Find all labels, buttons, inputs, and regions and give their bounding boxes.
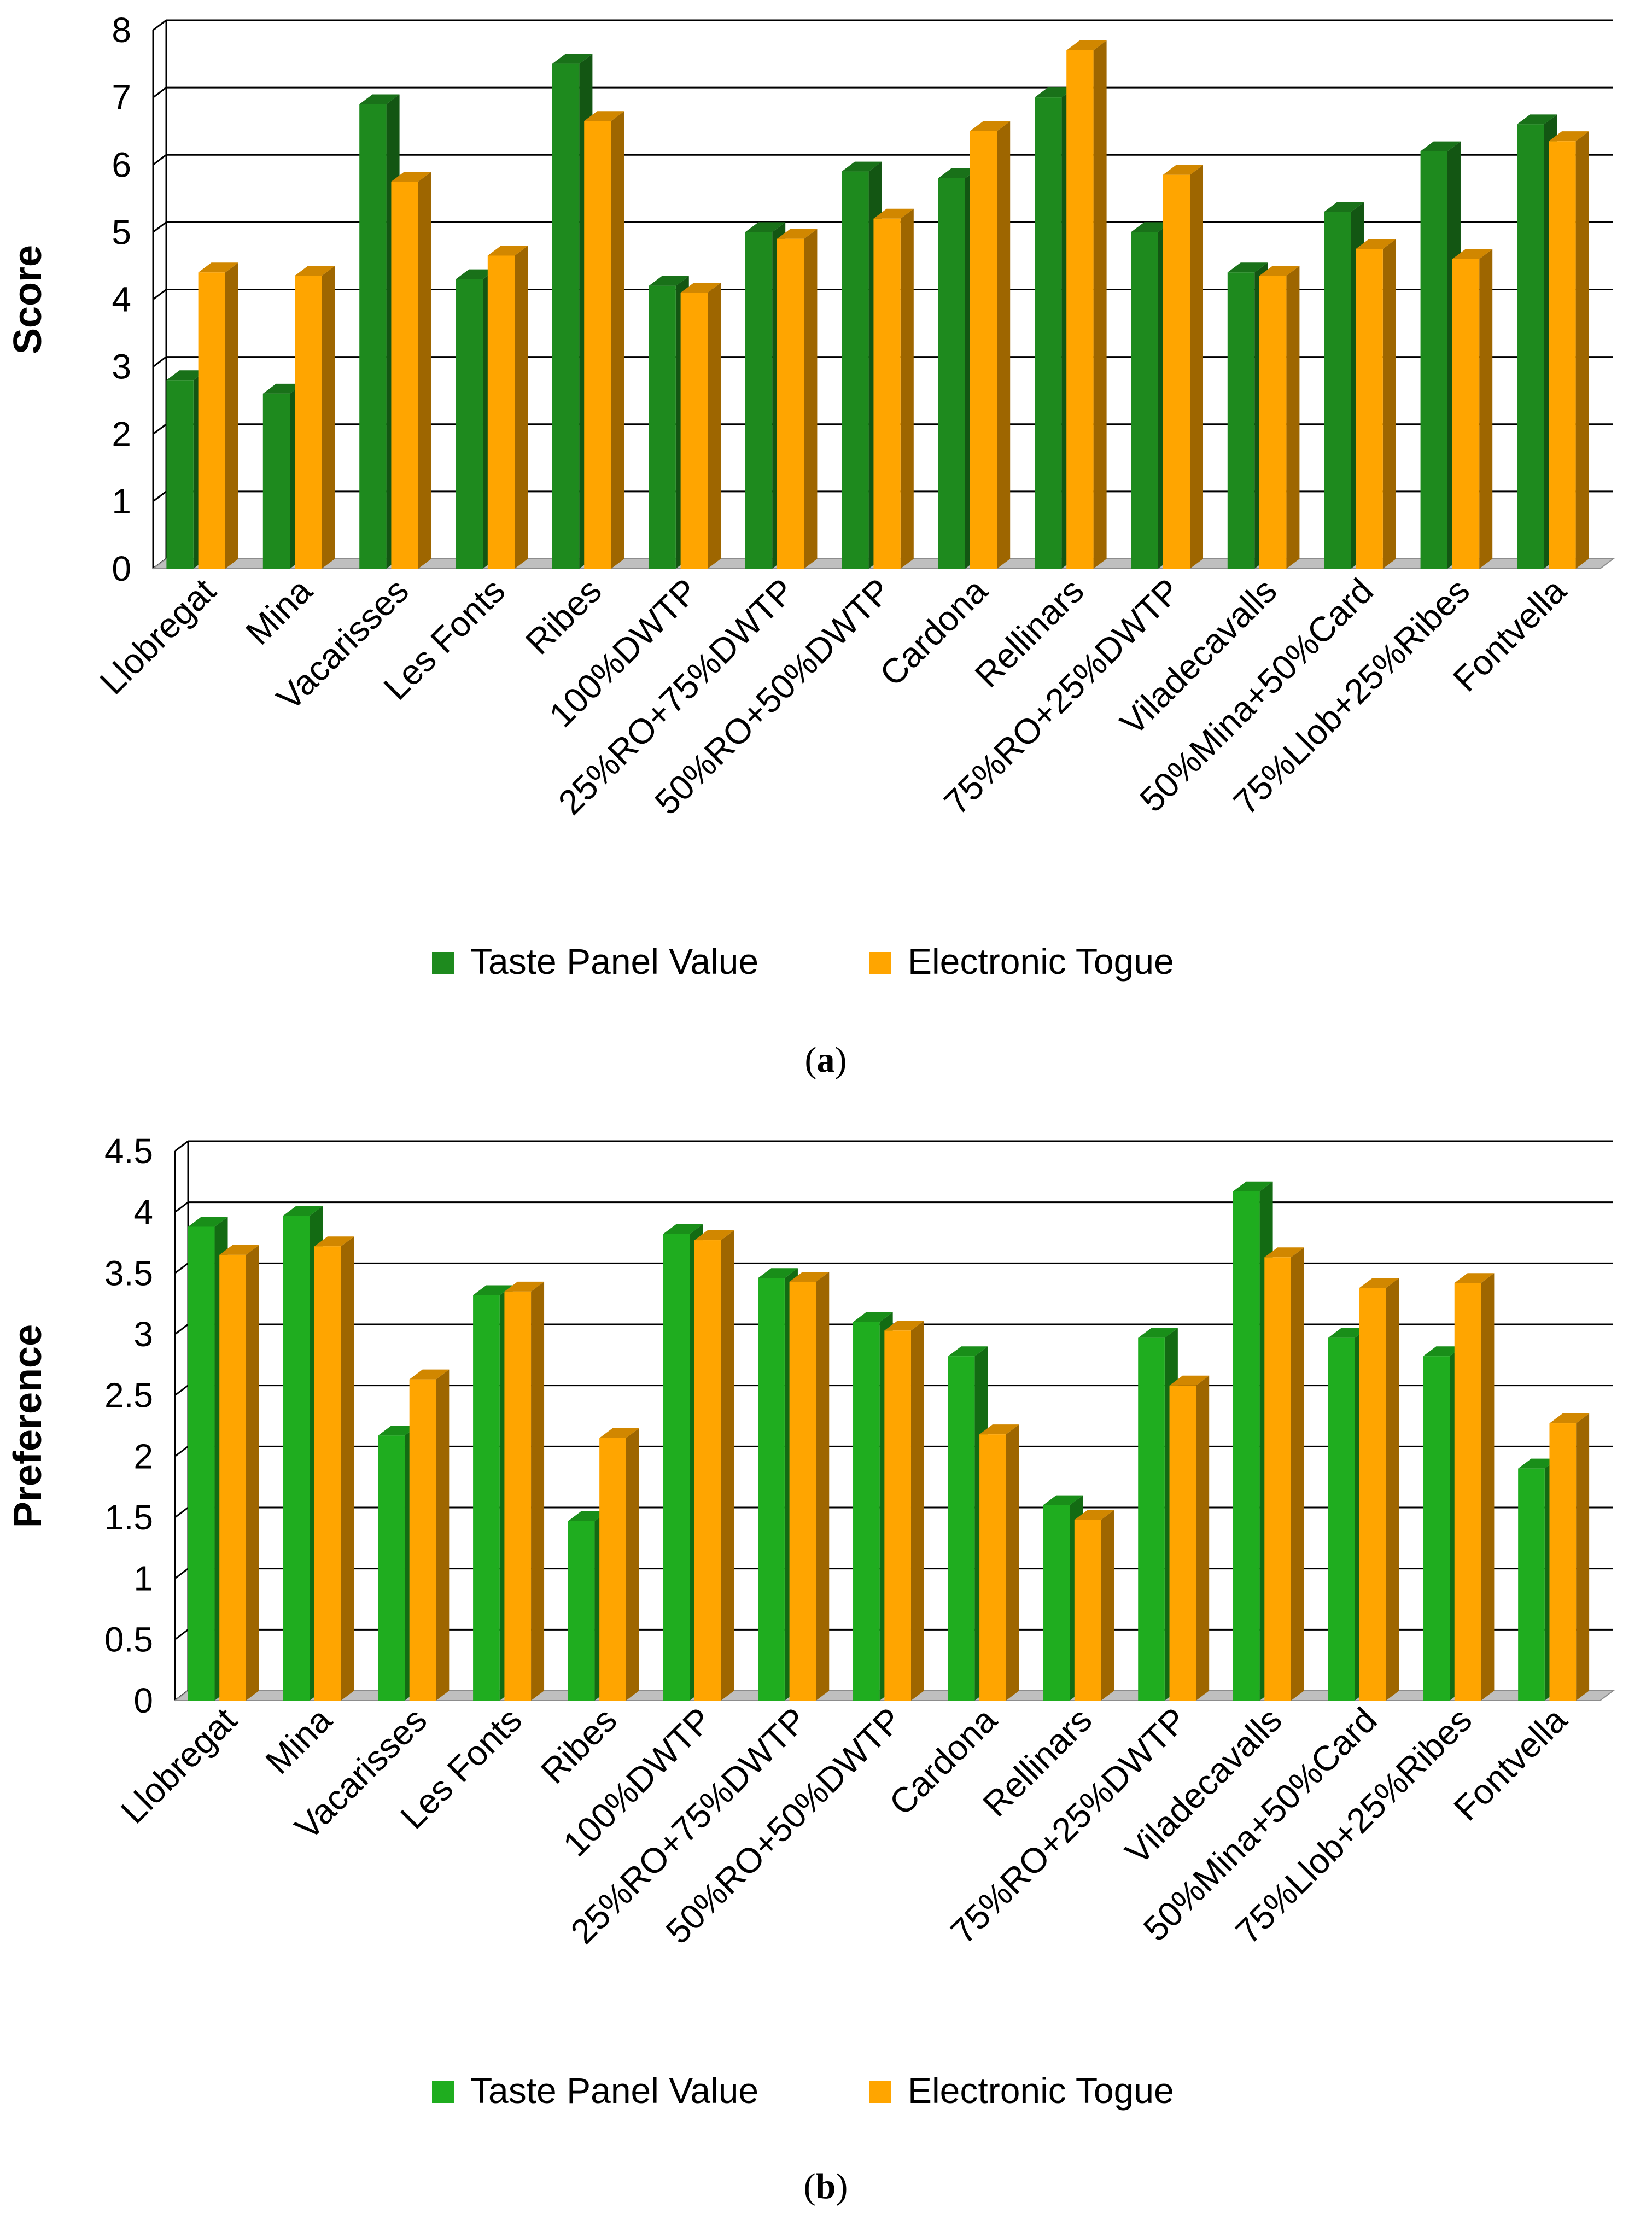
legend-swatch [869, 2081, 891, 2103]
gridline-side [174, 1263, 189, 1274]
bar-taste-panel [1420, 141, 1461, 569]
y-tick-label: 0.5 [104, 1620, 153, 1659]
bar-electronic-togue [1169, 1375, 1210, 1701]
bar-electronic-togue [1066, 40, 1107, 569]
gridline-side [174, 1140, 189, 1152]
figure-caption: (b) [804, 2166, 848, 2206]
legend-swatch [869, 952, 891, 974]
gridline-side [153, 423, 167, 435]
category-label: Ribes [533, 1700, 624, 1791]
y-tick-label: 8 [112, 10, 131, 50]
figure-caption: (a) [805, 1040, 847, 1080]
bar-electronic-togue [1074, 1510, 1114, 1701]
bar-electronic-togue [1549, 131, 1589, 569]
gridline-side [174, 1506, 189, 1518]
bar-electronic-togue [1452, 249, 1493, 569]
bar-taste-panel [1131, 222, 1171, 569]
gridline-side [174, 1629, 189, 1640]
y-tick-label: 2 [133, 1436, 153, 1476]
bar-electronic-togue [884, 1321, 924, 1701]
bar-electronic-togue [789, 1271, 830, 1701]
gridline-side [153, 289, 167, 300]
gridline-side [153, 154, 167, 166]
bar-electronic-togue [970, 121, 1011, 569]
bar-electronic-togue [680, 283, 721, 569]
gridline-side [174, 1568, 189, 1579]
bar-electronic-togue [1356, 239, 1396, 569]
bar-electronic-togue [504, 1281, 545, 1701]
legend-label: Taste Panel Value [470, 2070, 758, 2111]
bar-electronic-togue [487, 246, 528, 569]
bar-electronic-togue [219, 1245, 259, 1701]
bar-electronic-togue [295, 266, 335, 569]
bar-electronic-togue [1264, 1247, 1304, 1701]
y-tick-label: 3 [133, 1315, 153, 1354]
bar-taste-panel [456, 269, 496, 569]
y-tick-label: 4 [112, 280, 131, 319]
y-tick-label: 4 [133, 1193, 153, 1232]
y-tick-label: 7 [112, 78, 131, 117]
bar-electronic-togue [198, 262, 239, 569]
gridline-side [153, 19, 167, 31]
gridline-side [174, 1385, 189, 1396]
y-tick-label: 1.5 [104, 1498, 153, 1537]
y-tick-label: 2 [112, 414, 131, 454]
y-tick-label: 5 [112, 212, 131, 252]
category-label: Llobregat [92, 571, 223, 702]
bar-electronic-togue [1259, 266, 1300, 569]
legend-swatch [432, 952, 454, 974]
gridline-side [174, 1201, 189, 1213]
category-label: Mina [238, 571, 319, 652]
bar-electronic-togue [873, 208, 914, 569]
gridline-side [174, 1323, 189, 1335]
bar-electronic-togue [979, 1424, 1019, 1701]
bar-taste-panel [283, 1206, 323, 1701]
bar-electronic-togue [314, 1236, 354, 1701]
legend-swatch [432, 2081, 454, 2103]
gridline-side [153, 356, 167, 367]
y-tick-label: 2.5 [104, 1376, 153, 1415]
bar-electronic-togue [584, 111, 624, 569]
y-tick-label: 4.5 [104, 1131, 153, 1171]
bar-electronic-togue [694, 1230, 734, 1701]
y-tick-label: 1 [133, 1559, 153, 1598]
gridline-side [153, 221, 167, 233]
bar-electronic-togue [1454, 1273, 1495, 1701]
y-tick-label: 3 [112, 347, 131, 387]
bar-electronic-togue [391, 172, 431, 569]
y-axis-title: Preference [6, 1324, 50, 1528]
category-label: Mina [258, 1700, 339, 1781]
category-label: Llobregat [113, 1700, 244, 1831]
bar-electronic-togue [777, 229, 818, 569]
gridline-side [153, 490, 167, 503]
gridline-side [153, 86, 167, 98]
y-tick-label: 1 [112, 482, 131, 521]
y-axis-title: Score [6, 245, 50, 354]
y-tick-label: 0 [112, 549, 131, 588]
bar-electronic-togue [1549, 1413, 1590, 1701]
bar-electronic-togue [409, 1369, 450, 1701]
legend-label: Taste Panel Value [470, 941, 758, 982]
category-label: Ribes [518, 571, 609, 662]
legend-label: Electronic Togue [908, 2070, 1174, 2111]
y-tick-label: 3.5 [104, 1253, 153, 1293]
bar-electronic-togue [1163, 165, 1204, 569]
gridline-side [174, 1446, 189, 1457]
bar-electronic-togue [1359, 1278, 1399, 1701]
y-tick-label: 6 [112, 145, 131, 184]
bar-electronic-togue [599, 1428, 639, 1701]
y-tick-label: 0 [133, 1681, 153, 1720]
legend-label: Electronic Togue [908, 941, 1174, 982]
